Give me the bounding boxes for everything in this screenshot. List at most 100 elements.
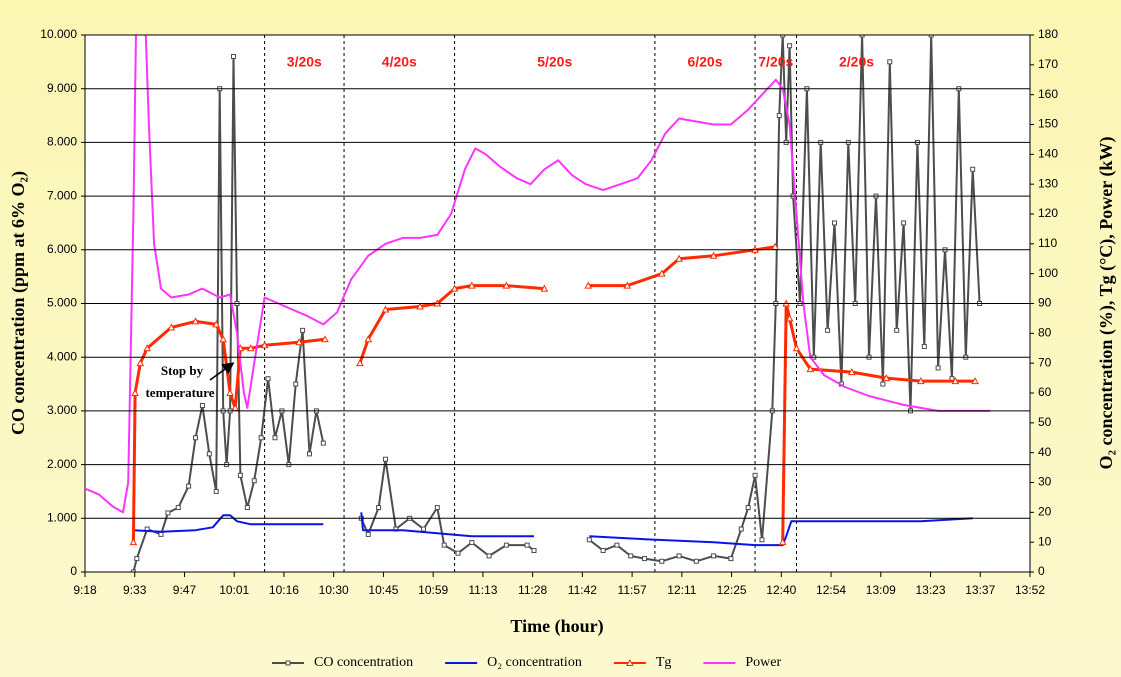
data-marker [935,365,941,371]
data-marker [887,59,893,65]
annotation-line: temperature [145,385,214,400]
x-tick-label: 10:16 [269,583,299,597]
data-marker [787,43,793,49]
data-marker [320,440,326,446]
data-marker [928,35,934,38]
x-tick-label: 12:11 [667,583,696,597]
data-marker [752,472,758,478]
data-marker [300,327,306,333]
data-marker [657,269,666,277]
annotation-arrow [209,362,235,381]
phase-label: 4/20s [382,54,417,70]
data-marker [134,556,140,562]
data-marker [130,569,136,572]
x-tick-label: 11:42 [568,583,597,597]
y2-tick-label: 10 [1038,534,1052,548]
y-tick-label: 0 [70,564,77,578]
x-tick-label: 11:13 [468,583,497,597]
data-marker [131,388,139,396]
phase-label: 2/20s [839,54,874,70]
data-marker [614,542,620,548]
data-marker [129,538,138,546]
data-marker [434,505,440,511]
data-marker [728,556,734,562]
x-tick-label: 10:45 [368,583,398,597]
data-marker [321,335,329,343]
legend-label: Tg [656,655,672,670]
data-marker [136,359,145,367]
data-marker [193,435,199,441]
y2-tick-label: 40 [1038,445,1052,459]
data-marker [231,53,237,59]
data-marker [143,344,152,352]
y2-tick-label: 100 [1038,266,1058,280]
data-marker [711,553,717,559]
data-marker [921,343,927,349]
data-marker [165,510,171,516]
annotation-line: Stop by [161,363,204,378]
data-marker [642,556,648,562]
y-tick-label: 10.000 [40,27,77,41]
data-marker [293,381,299,387]
data-marker [469,539,475,545]
x-tick-label: 13:37 [965,583,995,597]
phase-label: 5/20s [537,54,572,70]
data-marker [381,305,390,313]
data-marker [186,483,192,489]
y2-tick-label: 170 [1038,57,1058,71]
data-marker [524,542,530,548]
data-marker [901,220,907,226]
y-tick-label: 7.000 [47,188,77,202]
data-marker [971,377,979,385]
data-marker [365,531,371,537]
data-marker [780,35,786,38]
data-marker [502,281,511,289]
data-marker [382,456,388,462]
phase-label: 7/20s [758,54,793,70]
data-marker [212,320,221,328]
x-tick-label: 13:23 [916,583,946,597]
y2-tick-label: 140 [1038,147,1058,161]
x-tick-label: 12:25 [717,583,747,597]
data-marker [503,542,509,548]
data-marker [659,558,665,564]
data-marker [244,505,250,511]
data-marker [272,435,278,441]
x-tick-label: 13:52 [1015,583,1045,597]
data-marker [894,327,900,333]
data-marker [420,526,426,532]
x-tick-label: 13:09 [866,583,896,597]
data-marker [260,341,269,349]
data-marker [709,251,718,259]
data-marker [251,478,257,484]
data-marker [441,542,447,548]
y2-tick-label: 110 [1038,236,1057,250]
y2-tick-label: 80 [1038,326,1052,340]
data-marker [970,166,976,172]
data-marker [213,488,219,494]
data-marker [792,344,801,352]
data-marker [623,281,632,289]
x-tick-label: 12:40 [766,583,796,597]
y-tick-label: 4.000 [47,349,77,363]
legend-label: Power [745,655,781,670]
data-marker [531,548,537,554]
data-marker [175,505,181,511]
data-marker [951,377,960,385]
legend-marker [285,660,291,666]
y2-tick-label: 20 [1038,505,1052,519]
data-marker [486,553,492,559]
data-marker [219,335,228,343]
x-tick-label: 10:30 [319,583,349,597]
data-marker [191,317,200,325]
data-marker [167,323,176,331]
data-marker [859,35,865,38]
legend: CO concentration O₂ concentration Tg Power [272,655,782,670]
data-marker [307,451,313,457]
y2-tick-label: 160 [1038,87,1058,101]
y2-tick-label: 30 [1038,475,1052,489]
y-tick-label: 5.000 [47,296,77,310]
data-marker [917,377,925,385]
data-marker [356,359,364,367]
x-tick-label: 9:47 [173,583,197,597]
